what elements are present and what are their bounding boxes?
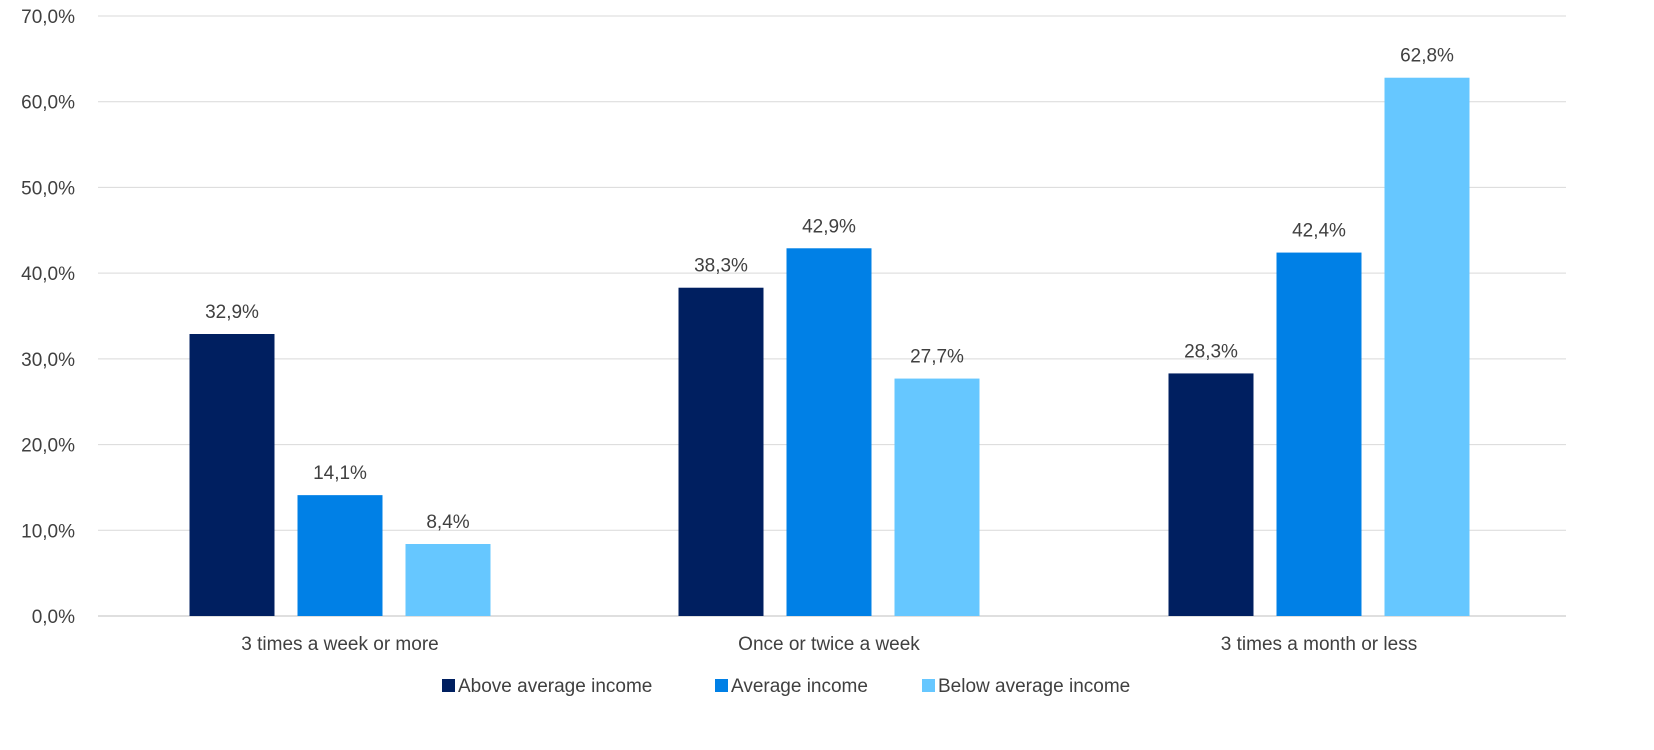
bar-average-income-3	[1276, 252, 1362, 617]
data-label: 14,1%	[313, 463, 367, 484]
data-label: 32,9%	[205, 302, 259, 323]
bar-above-average-income-2	[678, 287, 764, 616]
y-tick-label: 70,0%	[21, 7, 75, 28]
data-label: 42,9%	[802, 216, 856, 237]
y-tick-label: 20,0%	[21, 436, 75, 457]
bar-below-average-income-2	[894, 378, 980, 616]
x-category-label: 3 times a week or more	[241, 634, 438, 655]
data-label: 38,3%	[694, 256, 748, 277]
x-category-label: Once or twice a week	[738, 634, 920, 655]
y-tick-label: 40,0%	[21, 264, 75, 285]
data-label: 28,3%	[1184, 341, 1238, 362]
y-tick-label: 60,0%	[21, 93, 75, 114]
bar-below-average-income-3	[1384, 77, 1470, 616]
y-tick-label: 0,0%	[32, 607, 75, 628]
bar-above-average-income-3	[1168, 373, 1254, 616]
legend-item-below-average-income: Below average income	[922, 676, 1130, 697]
legend-swatch	[715, 679, 728, 692]
data-label: 8,4%	[426, 512, 469, 533]
legend-item-above-average-income: Above average income	[442, 676, 652, 697]
bar-average-income-1	[297, 495, 383, 616]
data-label: 42,4%	[1292, 221, 1346, 242]
y-tick-label: 30,0%	[21, 350, 75, 371]
data-label: 27,7%	[910, 347, 964, 368]
data-label: 62,8%	[1400, 46, 1454, 67]
bar-average-income-2	[786, 248, 872, 617]
x-category-label: 3 times a month or less	[1221, 634, 1417, 655]
bars	[189, 77, 1470, 617]
legend-swatch	[922, 679, 935, 692]
x-axis-category-labels: 3 times a week or more Once or twice a we…	[241, 634, 1417, 655]
legend-swatch	[442, 679, 455, 692]
bar-above-average-income-1	[189, 334, 275, 616]
data-labels: 32,9% 14,1% 8,4% 38,3% 42,9% 27,7% 28,3% 42,4% 6…	[205, 46, 1454, 533]
y-tick-label: 50,0%	[21, 178, 75, 199]
y-axis-tick-labels: 0,0% 10,0% 20,0% 30,0% 40,0% 50,0% 60,0% 70,0%	[21, 7, 75, 628]
legend-item-average-income: Average income	[715, 676, 868, 697]
legend-label: Average income	[731, 676, 868, 697]
legend-label: Above average income	[458, 676, 652, 697]
bar-below-average-income-1	[405, 544, 491, 616]
legend-label: Below average income	[938, 676, 1130, 697]
y-tick-label: 10,0%	[21, 521, 75, 542]
legend: Above average income Average income Below …	[442, 676, 1130, 697]
